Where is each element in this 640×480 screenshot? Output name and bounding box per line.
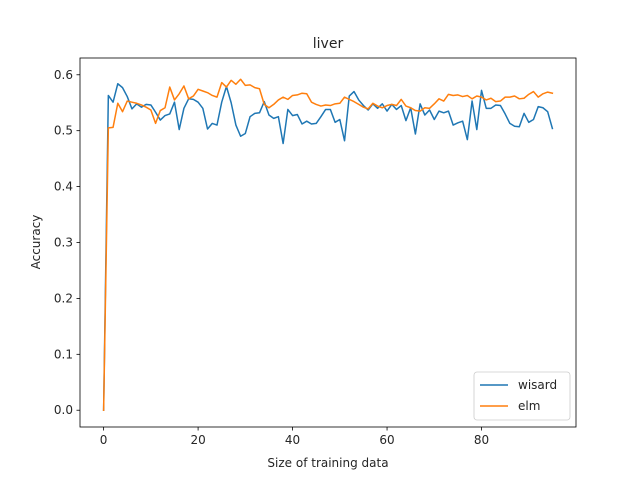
x-axis-ticks: 0 20 40 60 80 — [100, 427, 489, 447]
legend-box — [473, 371, 571, 421]
series-line-elm — [102, 78, 554, 411]
chart-title: liver — [313, 36, 344, 52]
x-tick-label: 0 — [100, 433, 108, 447]
y-tick-label: 0.2 — [54, 291, 73, 305]
y-axis-ticks: 0.0 0.1 0.2 0.3 0.4 0.5 0.6 — [54, 68, 80, 417]
y-tick-label: 0.0 — [54, 403, 73, 417]
x-axis-label: Size of training data — [267, 456, 388, 470]
y-tick-label: 0.1 — [54, 347, 73, 361]
series-line-wisard — [102, 82, 554, 411]
y-tick-label: 0.4 — [54, 180, 73, 194]
x-tick-label: 60 — [379, 433, 394, 447]
series-layer — [102, 78, 554, 411]
y-tick-label: 0.6 — [54, 68, 73, 82]
legend-label-wisard: wisard — [518, 378, 557, 392]
legend: wisard elm — [473, 371, 571, 421]
x-tick-label: 20 — [190, 433, 205, 447]
x-tick-label: 80 — [474, 433, 489, 447]
x-tick-label: 40 — [285, 433, 300, 447]
y-axis-label: Accuracy — [29, 215, 43, 270]
y-tick-label: 0.3 — [54, 236, 73, 250]
y-tick-label: 0.5 — [54, 124, 73, 138]
legend-label-elm: elm — [518, 399, 540, 413]
